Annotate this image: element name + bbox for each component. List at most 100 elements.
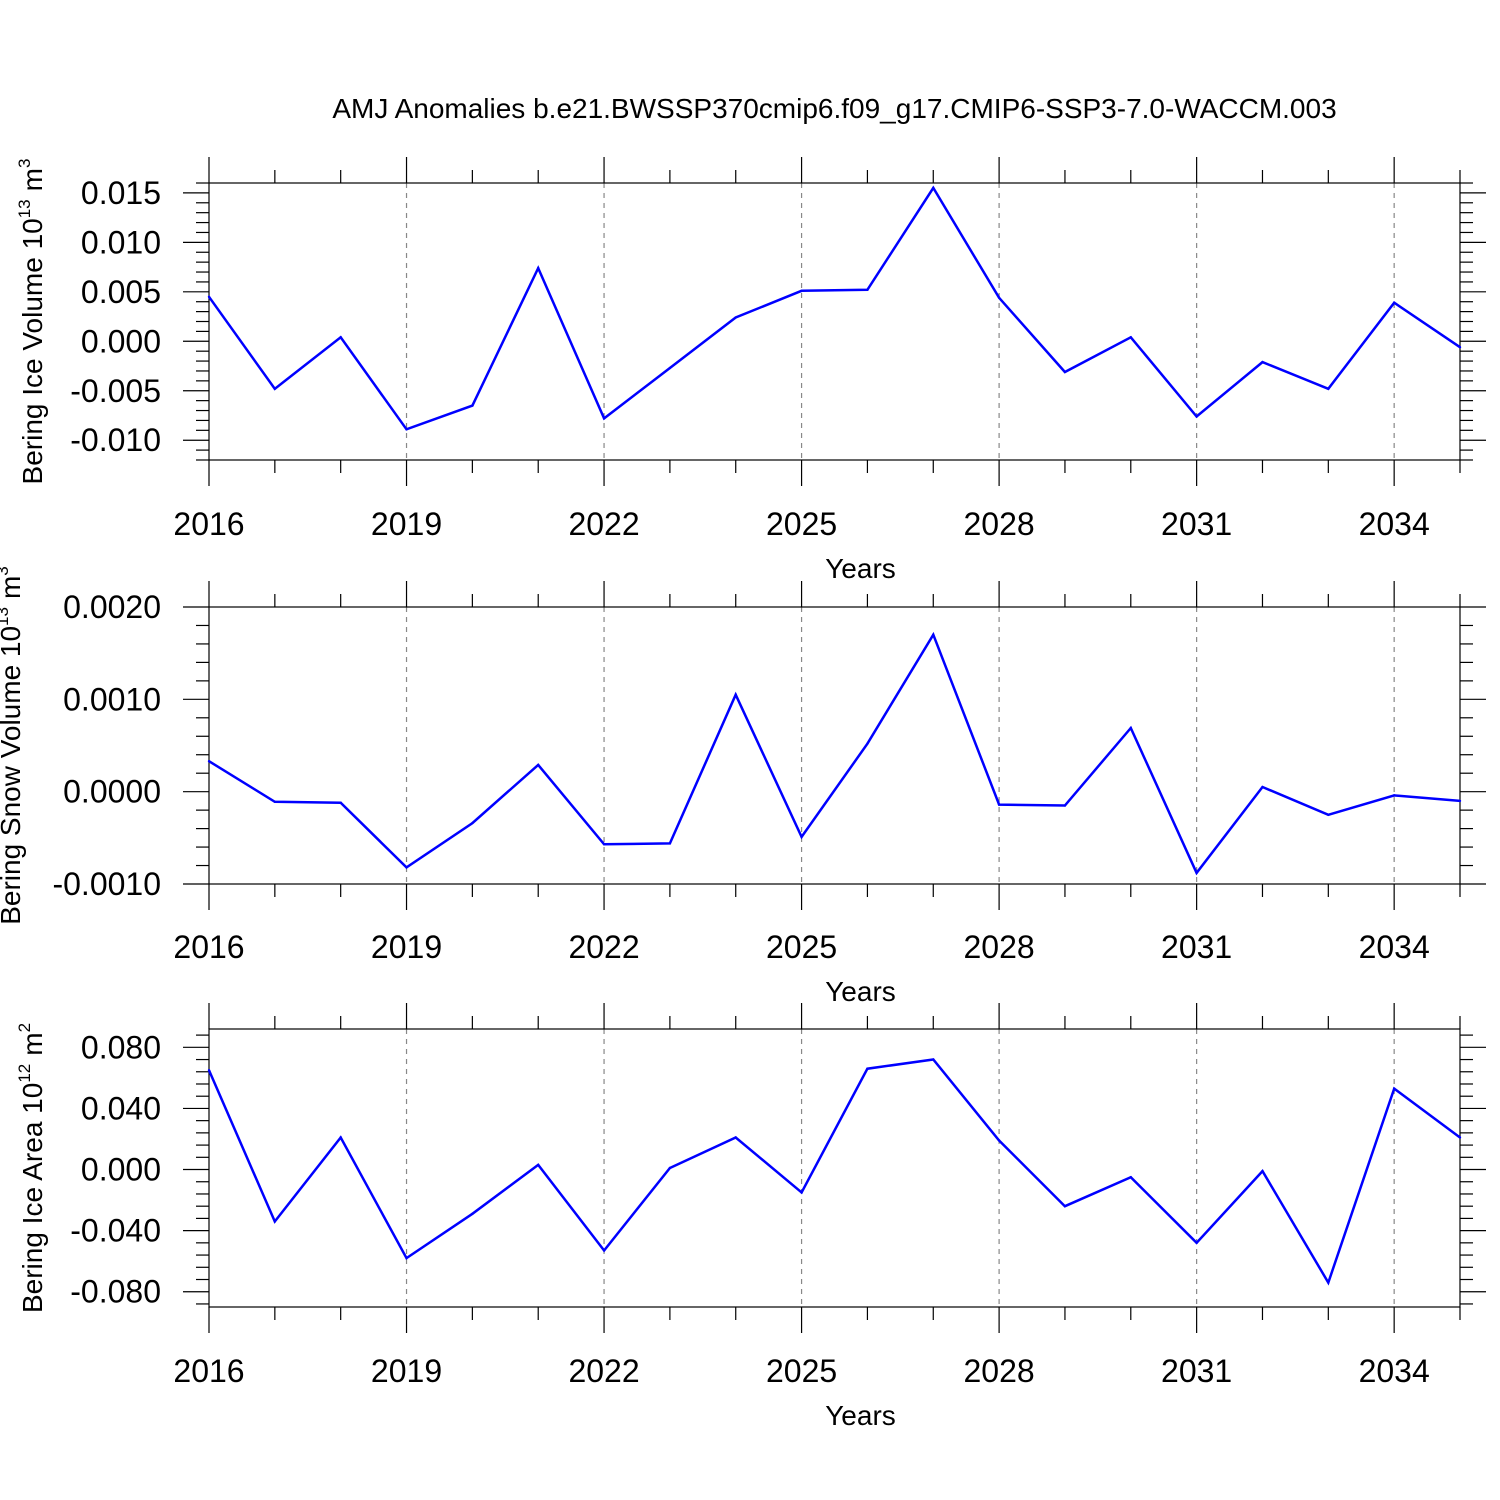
data-point-2016 (207, 295, 211, 298)
y-tick-label: 0.0000 (63, 774, 161, 810)
x-tick-label: 2019 (371, 506, 442, 542)
series-line (208, 631, 1461, 876)
y-tick-label: 0.0020 (63, 589, 161, 625)
x-axis-title: Years (825, 553, 896, 584)
x-tick-label: 2031 (1161, 506, 1232, 542)
data-point-2028 (997, 1139, 1001, 1142)
series-line (207, 185, 1461, 431)
y-axis-title-unit: m (17, 1032, 48, 1055)
y-axis-title-exponent: 13 (15, 199, 34, 218)
data-point-2018 (339, 1136, 342, 1139)
x-tick-label: 2025 (766, 929, 837, 965)
x-tick-label: 2025 (766, 506, 837, 542)
y-axis-title: Bering Ice Area 1012 m2 (15, 1023, 48, 1313)
data-point-2024 (734, 693, 737, 696)
data-point-2018 (339, 801, 342, 804)
x-tick-label: 2016 (173, 506, 244, 542)
data-point-2022 (602, 843, 606, 846)
data-point-2018 (339, 336, 342, 339)
data-point-2031 (1195, 415, 1198, 418)
chart-panel-2: 2016 2019 2022 2025 2028 2031 2034 -0.0010 0.000… (0, 566, 1486, 1007)
y-tick-label: 0.000 (81, 1152, 161, 1188)
chart-panel-1: AMJ Anomalies b.e21.BWSSP370cmip6.f09_g1… (15, 93, 1486, 584)
y-tick-label: -0.010 (70, 422, 161, 458)
plot-frame (208, 606, 1461, 885)
x-tick-label: 2034 (1359, 1353, 1430, 1389)
data-point-2021 (537, 1163, 540, 1167)
y-tick-label: -0.040 (70, 1213, 161, 1249)
chart-title: AMJ Anomalies b.e21.BWSSP370cmip6.f09_g1… (332, 93, 1336, 124)
y-axis-title-main: Bering Ice Volume 10 (17, 218, 48, 484)
data-point-2034 (1392, 794, 1396, 797)
data-point-2019 (405, 1256, 408, 1260)
data-point-2027 (932, 1058, 935, 1061)
plot-frame (208, 182, 1461, 461)
data-point-2032 (1261, 360, 1264, 364)
data-point-2026 (866, 1067, 869, 1070)
data-point-2024 (734, 1136, 737, 1139)
data-point-2023 (668, 842, 672, 845)
data-point-2022 (602, 1249, 606, 1252)
y-axis-title-unit-exponent: 3 (0, 566, 12, 575)
data-point-2025 (800, 835, 803, 839)
data-point-2017 (273, 387, 277, 390)
y-axis-title: Bering Ice Volume 1013 m3 (15, 159, 48, 485)
data-point-2021 (537, 763, 540, 767)
chart-panel-3: 2016 2019 2022 2025 2028 2031 2034 -0.080 -0.040… (15, 1003, 1486, 1431)
y-tick-label: 0.080 (81, 1029, 161, 1065)
x-axis-title: Years (825, 976, 896, 1007)
data-point-2031 (1195, 1241, 1198, 1245)
y-tick-label: 0.0010 (63, 681, 161, 717)
data-point-2027 (932, 633, 935, 636)
y-tick-label: -0.0010 (52, 866, 161, 902)
y-tick-label: 0.040 (81, 1090, 161, 1126)
data-point-2030 (1129, 726, 1132, 730)
x-tick-label: 2016 (173, 929, 244, 965)
y-axis-title-main: Bering Ice Area 10 (17, 1083, 48, 1313)
y-axis-title-unit-exponent: 2 (15, 1023, 34, 1032)
data-point-2016 (207, 1069, 211, 1072)
x-tick-label: 2028 (964, 506, 1035, 542)
data-point-2033 (1327, 813, 1330, 816)
x-tick-label: 2019 (371, 929, 442, 965)
y-axis-title-main: Bering Snow Volume 10 (0, 626, 26, 925)
data-point-2017 (273, 1220, 277, 1223)
x-tick-label: 2022 (568, 929, 639, 965)
x-axis-title: Years (825, 1400, 896, 1431)
data-point-2030 (1129, 1175, 1132, 1179)
series-line (207, 1058, 1461, 1286)
data-point-2029 (1063, 370, 1067, 374)
data-point-2025 (800, 1191, 803, 1194)
y-tick-label: 0.015 (81, 175, 161, 211)
x-tick-label: 2031 (1161, 1353, 1232, 1389)
x-tick-label: 2034 (1359, 929, 1430, 965)
data-point-2033 (1327, 387, 1330, 390)
data-point-2031 (1195, 871, 1198, 875)
x-tick-label: 2022 (568, 1353, 639, 1389)
data-point-2019 (405, 866, 408, 869)
x-tick-label: 2022 (568, 506, 639, 542)
data-point-2028 (997, 803, 1001, 806)
y-tick-label: 0.010 (81, 224, 161, 260)
data-point-2023 (668, 366, 672, 370)
data-point-2035 (1458, 799, 1462, 803)
y-tick-label: -0.080 (70, 1274, 161, 1310)
y-axis-title: Bering Snow Volume 1013 m3 (0, 566, 26, 925)
y-tick-label: 0.005 (81, 274, 161, 310)
data-point-2034 (1392, 1087, 1396, 1090)
y-axis-title-unit-exponent: 3 (15, 159, 34, 168)
y-axis-title-exponent: 13 (0, 607, 12, 626)
plot-frame (208, 1028, 1461, 1308)
x-tick-label: 2031 (1161, 929, 1232, 965)
y-axis-title-exponent: 12 (15, 1064, 34, 1083)
data-point-2017 (273, 800, 277, 804)
x-tick-label: 2025 (766, 1353, 837, 1389)
y-axis-title-unit: m (17, 168, 48, 191)
data-point-2030 (1129, 336, 1132, 339)
data-point-2019 (405, 428, 408, 431)
x-tick-label: 2019 (371, 1353, 442, 1389)
data-point-2027 (932, 186, 935, 190)
x-tick-label: 2034 (1359, 506, 1430, 542)
data-point-2020 (471, 1212, 474, 1216)
